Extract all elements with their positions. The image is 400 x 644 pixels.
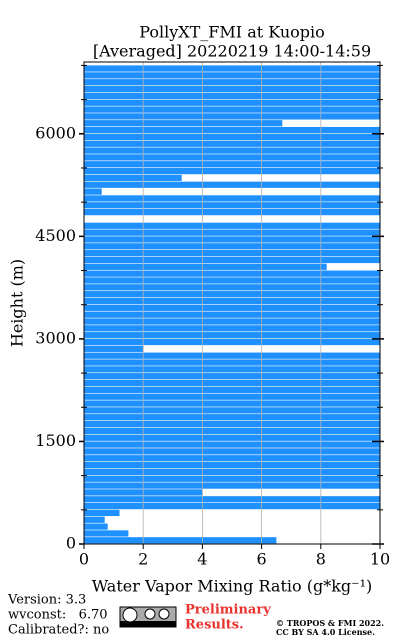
- bar: [84, 352, 380, 359]
- bar: [84, 297, 380, 305]
- bar: [84, 222, 380, 229]
- bar: [84, 291, 380, 298]
- bar: [84, 106, 380, 113]
- bar: [84, 420, 380, 428]
- plot-frame: [83, 61, 381, 545]
- bar: [84, 461, 380, 469]
- bar: [84, 509, 120, 517]
- chart-title: PollyXT_FMI at Kuopio: [139, 23, 325, 42]
- x-tick-label: 4: [197, 550, 207, 569]
- bar: [84, 270, 380, 277]
- bar: [84, 386, 380, 393]
- x-tick-label: 0: [79, 550, 89, 569]
- bar: [84, 85, 380, 93]
- bar: [84, 502, 380, 510]
- bar: [84, 147, 380, 154]
- bar: [84, 72, 380, 79]
- bar: [84, 65, 380, 72]
- bar: [84, 188, 102, 195]
- bar: [84, 113, 380, 120]
- bar: [84, 92, 380, 100]
- x-tick-label: 10: [370, 550, 390, 569]
- bar: [84, 154, 380, 161]
- bar: [84, 400, 380, 407]
- chart-subtitle: [Averaged] 20220219 14:00-14:59: [93, 42, 371, 61]
- bar: [84, 243, 380, 250]
- bar: [84, 475, 380, 482]
- calibrated: Calibrated?: no: [8, 623, 109, 638]
- bar: [84, 448, 380, 455]
- bar: [84, 277, 380, 284]
- bar: [84, 393, 380, 400]
- bar: [84, 441, 380, 448]
- bar: [84, 79, 380, 86]
- x-tick-label: 6: [257, 550, 267, 569]
- version: Version: 3.3: [7, 593, 86, 608]
- bar: [84, 345, 144, 352]
- bar: [84, 195, 380, 202]
- bar: [84, 434, 380, 441]
- bar: [84, 250, 380, 257]
- bar: [84, 263, 327, 270]
- y-tick-label: 3000: [35, 328, 76, 347]
- bar: [84, 332, 380, 339]
- bar: [84, 366, 380, 373]
- bar: [84, 379, 380, 387]
- bar: [84, 311, 380, 318]
- preliminary: Preliminary: [185, 603, 271, 618]
- bar: [84, 304, 380, 311]
- bar: [84, 120, 283, 127]
- bar: [84, 229, 380, 236]
- bar: [84, 530, 129, 537]
- bar: [84, 318, 380, 325]
- bar: [84, 126, 380, 134]
- bar: [84, 338, 380, 346]
- y-tick-label: 4500: [35, 226, 76, 245]
- bar: [84, 140, 380, 147]
- bar: [84, 208, 380, 216]
- bar: [84, 325, 380, 332]
- bar: [84, 496, 380, 503]
- bar: [84, 359, 380, 366]
- y-axis-label: Height (m): [8, 259, 27, 347]
- bar: [84, 167, 380, 175]
- x-tick-label: 2: [138, 550, 148, 569]
- bar: [84, 174, 182, 182]
- bar: [84, 161, 380, 168]
- bar: [84, 523, 108, 530]
- bar: [84, 133, 380, 141]
- bar: [84, 181, 380, 188]
- bar: [84, 373, 380, 380]
- bar: [84, 482, 380, 489]
- bar: [84, 455, 380, 462]
- bar: [84, 284, 380, 291]
- bar: [84, 407, 380, 414]
- y-tick-label: 1500: [35, 431, 76, 450]
- license: CC BY SA 4.0 License.: [276, 627, 375, 637]
- bar: [84, 236, 380, 243]
- y-tick-label: 6000: [35, 123, 76, 142]
- cc-logo: [119, 606, 177, 628]
- copyright: © TROPOS & FMI 2022.: [276, 618, 384, 628]
- bar: [84, 516, 105, 523]
- x-axis-label: Water Vapor Mixing Ratio (g*kg⁻¹): [92, 577, 372, 596]
- bar: [84, 468, 380, 476]
- results: Results.: [185, 618, 244, 633]
- bar: [84, 99, 380, 106]
- bar: [84, 256, 380, 264]
- y-tick-label: 0: [66, 534, 76, 553]
- bar: [84, 537, 277, 544]
- x-tick-label: 8: [316, 550, 326, 569]
- wvconst: wvconst: 6.70: [8, 608, 108, 623]
- bar: [84, 202, 380, 209]
- bar: [84, 414, 380, 421]
- bar: [84, 427, 380, 435]
